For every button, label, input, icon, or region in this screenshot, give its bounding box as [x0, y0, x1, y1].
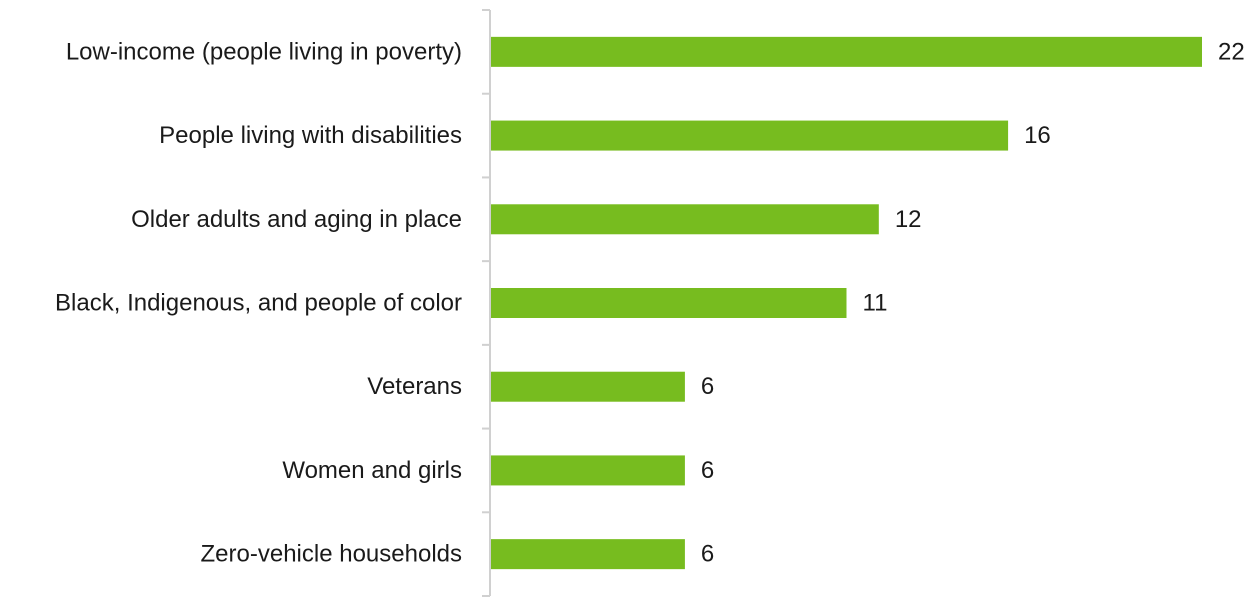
value-label: 6 — [701, 457, 714, 484]
category-labels: Low-income (people living in poverty) Peo… — [55, 38, 462, 567]
category-label: Zero-vehicle households — [201, 541, 462, 568]
category-label: Women and girls — [282, 457, 462, 484]
value-label: 6 — [701, 373, 714, 400]
category-label: People living with disabilities — [159, 122, 462, 149]
category-label: Veterans — [367, 373, 462, 400]
bar — [491, 539, 685, 570]
value-label: 16 — [1024, 122, 1051, 149]
value-label: 6 — [701, 541, 714, 568]
bar — [491, 455, 685, 486]
bars — [491, 36, 1202, 570]
bar — [491, 120, 1009, 151]
bar — [491, 371, 685, 402]
value-labels: 22 16 12 11 6 6 6 — [701, 38, 1245, 567]
category-label: Black, Indigenous, and people of color — [55, 290, 462, 317]
bar — [491, 204, 879, 235]
value-label: 11 — [863, 290, 888, 317]
tick-marks — [482, 9, 490, 597]
bar — [491, 36, 1202, 67]
category-label: Low-income (people living in poverty) — [66, 38, 462, 65]
value-label: 12 — [895, 206, 922, 233]
bar — [491, 288, 847, 318]
category-label: Older adults and aging in place — [131, 206, 462, 233]
value-label: 22 — [1218, 38, 1245, 65]
